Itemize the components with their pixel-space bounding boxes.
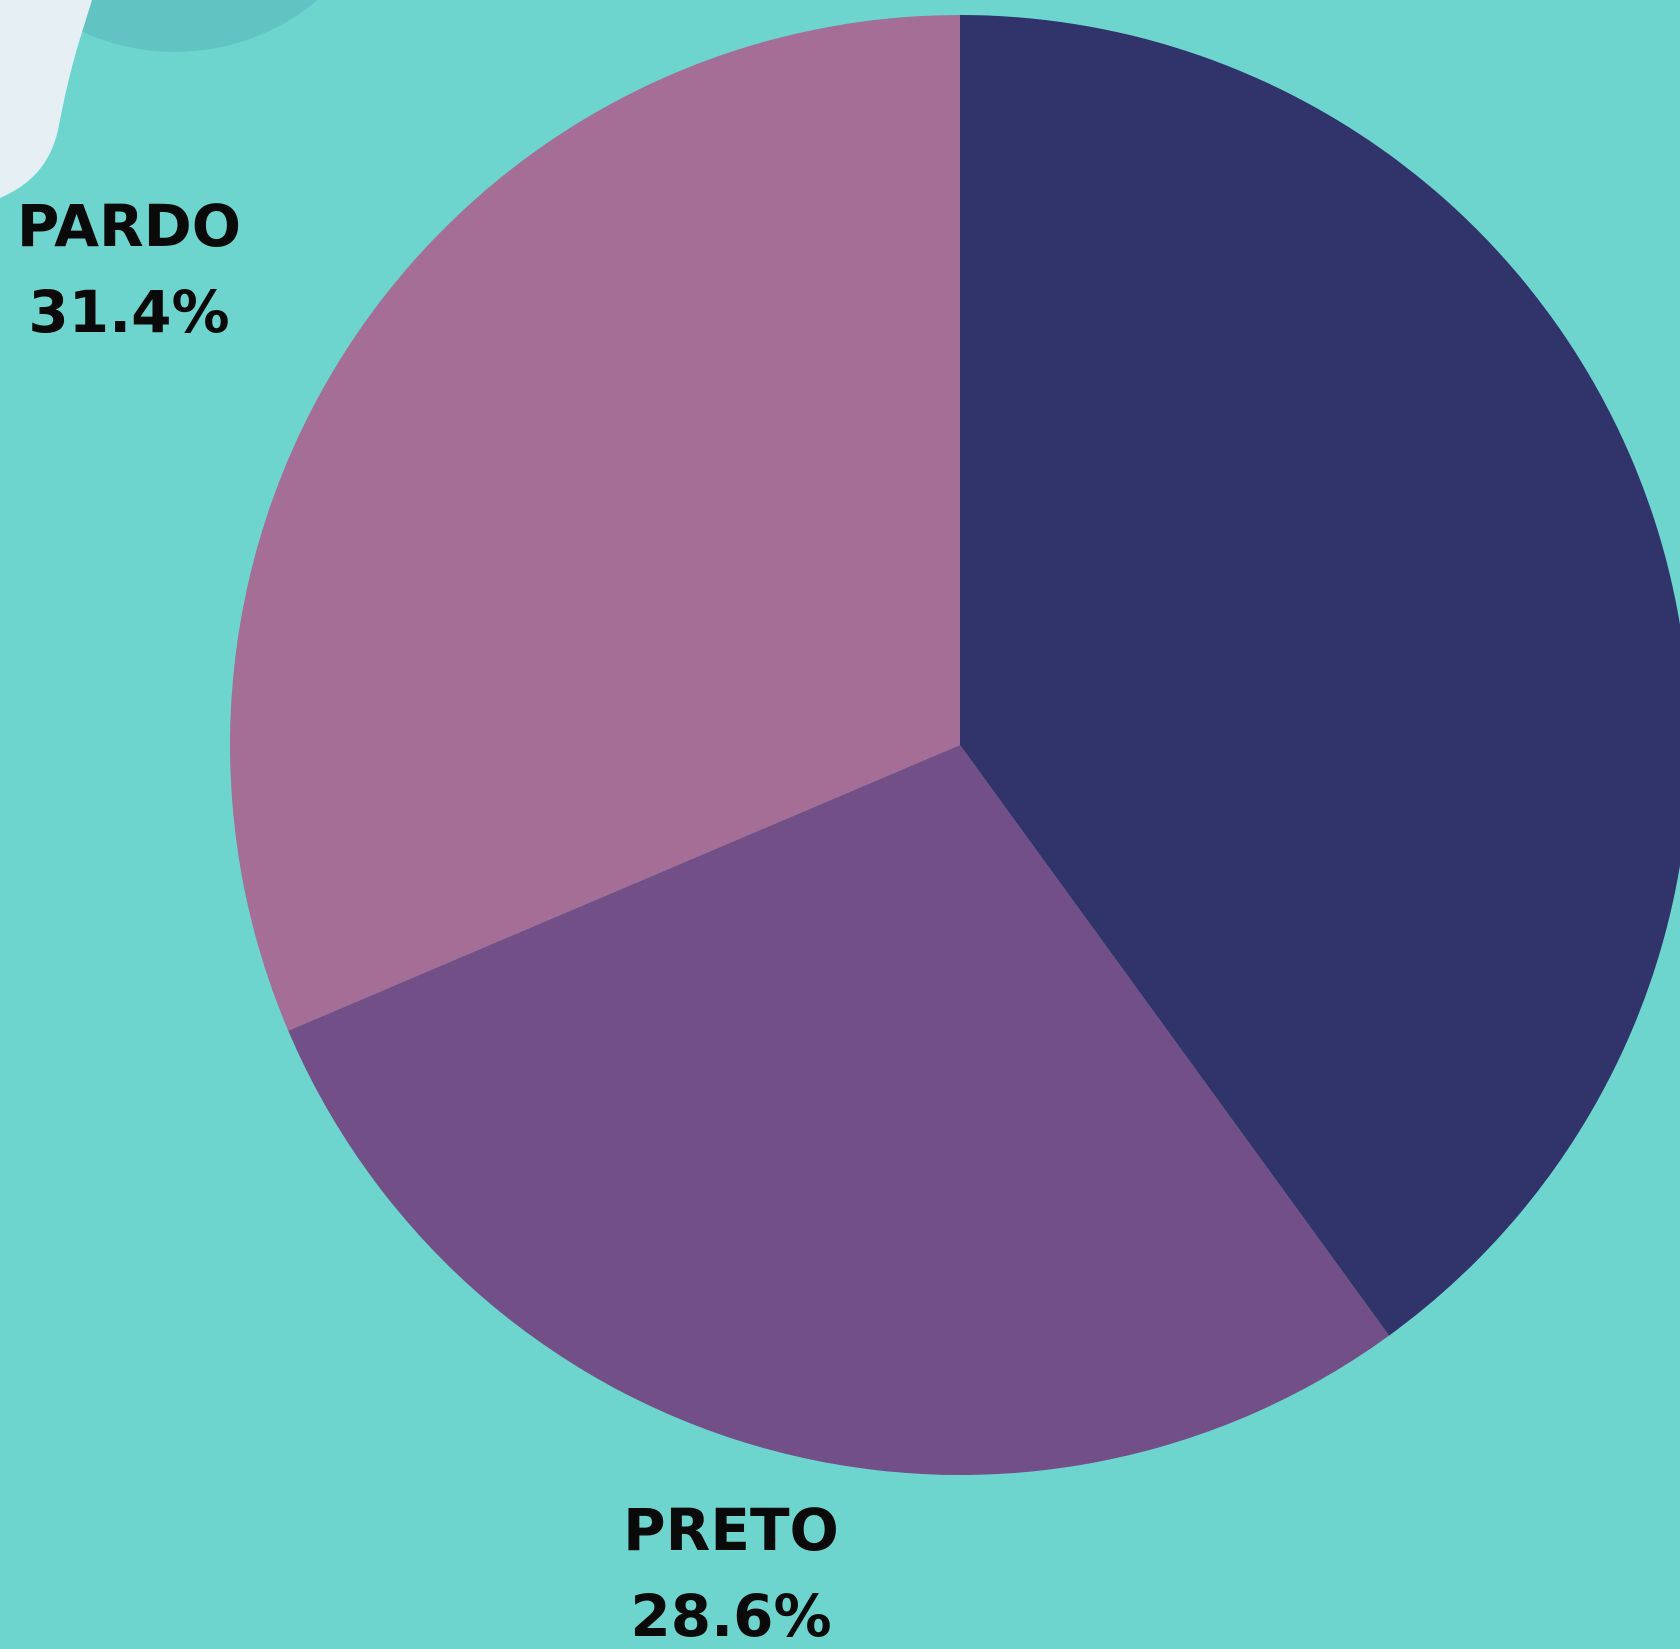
pie-slice: [960, 15, 1680, 1336]
slice-label: PARDO: [17, 192, 241, 260]
pie-slice: [229, 15, 960, 1031]
decor-circle: [32, 0, 318, 52]
slice-value-label: 28.6%: [630, 1582, 831, 1649]
slice-label: PRETO: [623, 1496, 839, 1564]
slice-value-label: 31.4%: [28, 278, 229, 346]
decor-shape: [0, 0, 92, 198]
pie-slice: [288, 745, 1390, 1475]
